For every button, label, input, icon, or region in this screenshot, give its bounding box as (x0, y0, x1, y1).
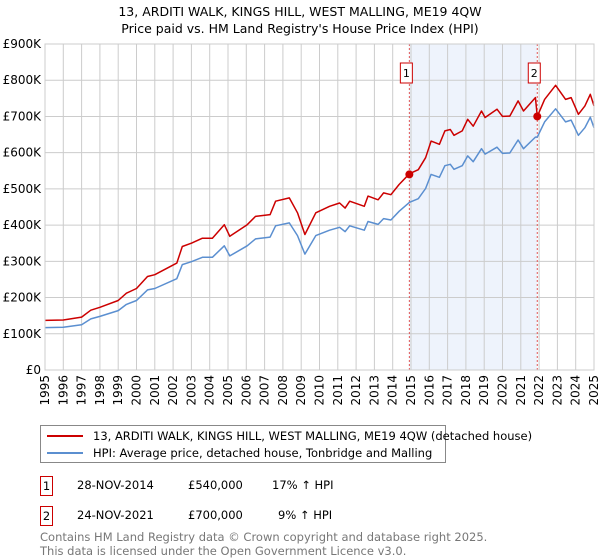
sale-label: 1 (403, 67, 410, 80)
x-tick-label: 2016 (422, 375, 436, 406)
legend-swatch-hpi (47, 452, 83, 454)
legend-item-property: 13, ARDITI WALK, KINGS HILL, WEST MALLIN… (47, 429, 532, 443)
x-tick-label: 2024 (569, 375, 583, 406)
x-tick-label: 2021 (514, 375, 528, 406)
x-tick-label: 2002 (166, 375, 180, 406)
sale-marker-badge: 2 (40, 506, 53, 526)
sale-label: 2 (531, 67, 538, 80)
sale-label-box (399, 62, 413, 84)
property-price-line (44, 84, 595, 322)
footer-licence: This data is licensed under the Open Gov… (40, 544, 407, 558)
x-tick-label: 2004 (203, 375, 217, 406)
chart-svg: £0 £100K £200K £300K £400K £500K £600K £700K £80… (3, 37, 600, 406)
hpi-line (44, 108, 595, 329)
x-tick-label: 2005 (221, 375, 235, 406)
x-tick-label: 1999 (111, 375, 125, 406)
x-tick-label: 2020 (496, 375, 510, 406)
chart-subtitle: Price paid vs. HM Land Registry's House … (121, 21, 479, 36)
legend-label-property: 13, ARDITI WALK, KINGS HILL, WEST MALLIN… (93, 429, 533, 443)
sale-point (533, 112, 542, 121)
y-tick-label: £700K (3, 109, 43, 123)
sale-point (405, 170, 414, 179)
chart-title: 13, ARDITI WALK, KINGS HILL, WEST MALLIN… (118, 4, 482, 19)
y-tick-label: £400K (3, 218, 43, 232)
x-tick-label: 2017 (441, 375, 455, 406)
legend-label-hpi: HPI: Average price, detached house, Tonb… (93, 446, 433, 460)
sale-marker-badge: 1 (40, 476, 53, 496)
x-tick-label: 2013 (367, 375, 381, 406)
x-tick-label: 2025 (587, 375, 600, 406)
footer-copyright: Contains HM Land Registry data © Crown c… (40, 530, 488, 544)
x-tick-label: 2018 (459, 375, 473, 406)
y-tick-label: £800K (3, 73, 43, 87)
shaded-period (409, 44, 538, 370)
x-tick-label: 2006 (239, 375, 253, 406)
x-tick-label: 2009 (294, 375, 308, 406)
x-tick-label: 2011 (331, 375, 345, 406)
y-tick-label: £0 (26, 363, 41, 377)
sale-date: 24-NOV-2021 (77, 508, 154, 522)
x-tick-label: 2014 (386, 375, 400, 406)
y-tick-label: £900K (3, 37, 43, 51)
y-tick-label: £500K (3, 182, 43, 196)
y-tick-label: £200K (3, 291, 43, 305)
x-tick-label: 2003 (184, 375, 198, 406)
x-tick-label: 2001 (148, 375, 162, 406)
legend-item-hpi: HPI: Average price, detached house, Tonb… (47, 446, 432, 460)
x-tick-label: 2015 (404, 375, 418, 406)
legend-swatch-property (47, 435, 83, 437)
x-tick-label: 2022 (532, 375, 546, 406)
sale-label-box (527, 62, 541, 84)
x-tick-label: 1998 (93, 375, 107, 406)
x-tick-label: 1995 (38, 375, 52, 406)
x-tick-label: 2012 (349, 375, 363, 406)
x-tick-label: 2007 (258, 375, 272, 406)
sale-price: £540,000 (188, 478, 243, 492)
sale-price: £700,000 (188, 508, 243, 522)
y-tick-label: £100K (3, 327, 43, 341)
sale-hpi-diff: 9% ↑ HPI (278, 508, 333, 522)
x-tick-label: 2008 (276, 375, 290, 406)
x-tick-label: 2023 (550, 375, 564, 406)
x-tick-label: 1997 (75, 375, 89, 406)
sale-hpi-diff: 17% ↑ HPI (272, 478, 334, 492)
x-tick-label: 2000 (130, 375, 144, 406)
plot-frame (44, 43, 595, 371)
x-tick-label: 2019 (477, 375, 491, 406)
y-tick-label: £600K (3, 146, 43, 160)
legend: 13, ARDITI WALK, KINGS HILL, WEST MALLIN… (40, 425, 532, 463)
sale-date: 28-NOV-2014 (77, 478, 154, 492)
x-tick-label: 2010 (313, 375, 327, 406)
x-tick-label: 1996 (56, 375, 70, 406)
y-tick-label: £300K (3, 254, 43, 268)
